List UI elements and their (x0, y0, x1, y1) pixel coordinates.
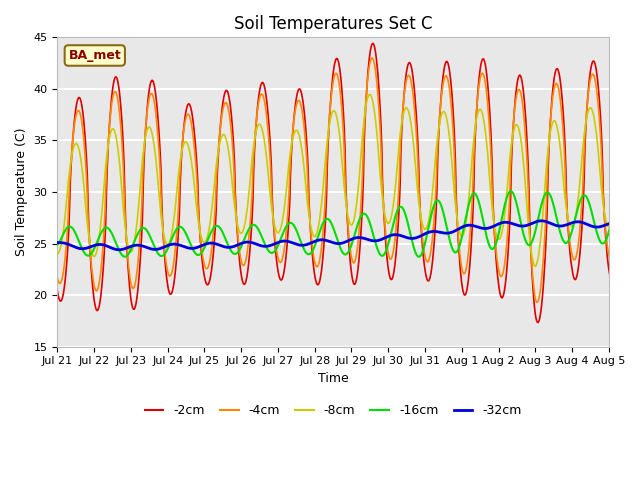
Title: Soil Temperatures Set C: Soil Temperatures Set C (234, 15, 433, 33)
Y-axis label: Soil Temperature (C): Soil Temperature (C) (15, 128, 28, 256)
Text: BA_met: BA_met (68, 49, 121, 62)
Legend: -2cm, -4cm, -8cm, -16cm, -32cm: -2cm, -4cm, -8cm, -16cm, -32cm (140, 399, 527, 422)
X-axis label: Time: Time (317, 372, 349, 385)
